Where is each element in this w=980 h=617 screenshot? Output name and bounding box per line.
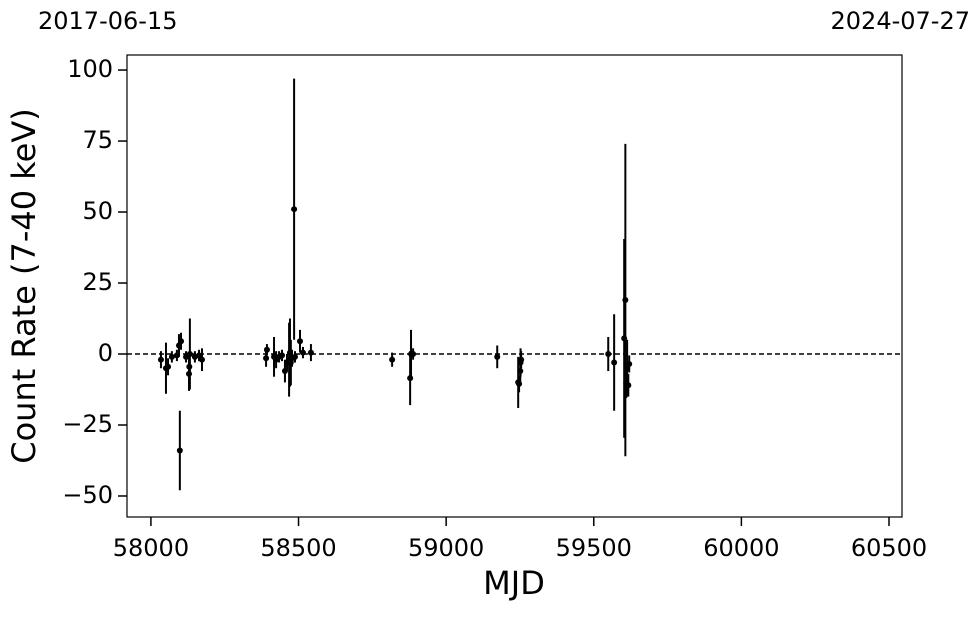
- y-tick-label: 50: [82, 197, 113, 225]
- data-point: [410, 351, 417, 358]
- data-point: [307, 349, 314, 356]
- x-tick-label: 60500: [851, 534, 927, 562]
- x-tick-label: 58000: [113, 534, 189, 562]
- data-point: [186, 363, 193, 370]
- data-point: [196, 352, 203, 359]
- data-point: [178, 338, 185, 345]
- data-point: [389, 356, 396, 363]
- x-tick-label: 58500: [260, 534, 336, 562]
- data-point: [299, 349, 306, 356]
- data-point: [605, 351, 612, 358]
- data-point: [157, 356, 164, 363]
- top-left-label: 2017-06-15: [38, 7, 177, 35]
- x-tick-label: 59000: [408, 534, 484, 562]
- data-point: [263, 355, 270, 362]
- data-point: [611, 359, 618, 366]
- data-point: [494, 353, 501, 360]
- y-tick-label: 100: [67, 55, 113, 83]
- plot-frame: [126, 54, 903, 518]
- x-tick-label: 59500: [556, 534, 632, 562]
- data-point: [291, 353, 298, 360]
- data-point: [168, 353, 175, 360]
- data-point: [176, 447, 183, 454]
- data-point: [297, 338, 304, 345]
- data-point: [186, 351, 193, 358]
- data-point: [622, 297, 629, 304]
- data-point: [279, 352, 285, 359]
- data-point: [263, 346, 270, 353]
- data-point: [626, 360, 633, 367]
- y-tick-label: 25: [82, 268, 113, 296]
- y-tick-label: −50: [62, 481, 113, 509]
- data-point: [625, 382, 632, 389]
- x-axis-label: MJD: [483, 564, 545, 602]
- data-point: [517, 359, 524, 366]
- data-point: [165, 363, 172, 370]
- y-tick-label: −25: [62, 410, 113, 438]
- data-point: [291, 206, 298, 213]
- top-right-label: 2024-07-27: [831, 7, 970, 35]
- x-tick-label: 60000: [703, 534, 779, 562]
- y-tick-label: 75: [82, 126, 113, 154]
- y-axis-label: Count Rate (7-40 keV): [5, 108, 43, 463]
- data-point: [198, 356, 205, 363]
- y-tick-label: 0: [98, 339, 113, 367]
